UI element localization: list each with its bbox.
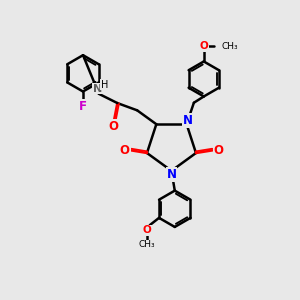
Text: O: O [120,144,130,157]
Text: O: O [108,120,118,133]
Text: CH₃: CH₃ [139,240,155,249]
Text: F: F [79,100,87,112]
Text: H: H [101,80,109,90]
Text: O: O [214,144,224,157]
Text: CH₃: CH₃ [222,42,238,51]
Text: N: N [93,83,102,94]
Text: N: N [183,114,193,128]
Text: N: N [167,168,176,181]
Text: O: O [200,41,208,51]
Text: O: O [143,225,152,236]
